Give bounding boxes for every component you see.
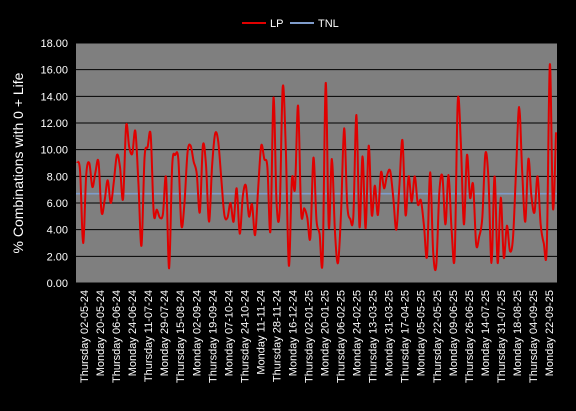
legend-label-lp: LP (270, 18, 283, 30)
x-tick-label: Monday 31-03-25 (384, 290, 396, 376)
x-tick-label: Monday 07-10-24 (223, 290, 235, 376)
y-axis-label: % Combinations with 0 + Life (10, 72, 26, 253)
y-tick-label: 10.00 (40, 145, 68, 157)
gridlines (76, 42, 557, 284)
x-tick-label: Monday 29-07-24 (159, 290, 171, 376)
legend-label-tnl: TNL (318, 18, 339, 30)
y-tick-label: 12.00 (40, 118, 68, 130)
y-tick-label: 18.00 (40, 38, 68, 50)
x-tick-label: Thursday 19-09-24 (207, 290, 219, 383)
x-tick-label: Thursday 28-11-24 (271, 290, 283, 382)
x-tick-label: Thursday 26-06-25 (464, 290, 476, 383)
x-tick-label: Thursday 22-05-25 (432, 290, 444, 383)
x-tick-label: Thursday 06-06-24 (111, 290, 123, 383)
y-tick-label: 6.00 (47, 198, 68, 210)
x-tick-label: Monday 14-07-25 (480, 290, 492, 376)
y-tick-label: 2.00 (47, 251, 68, 263)
y-tick-label: 14.00 (40, 91, 68, 103)
x-tick-label: Monday 22-09-25 (544, 290, 556, 376)
x-tick-label: Thursday 11-07-24 (143, 290, 155, 382)
x-tick-label: Monday 09-06-25 (448, 290, 460, 376)
x-tick-label: Thursday 02-01-25 (303, 290, 315, 383)
x-tick-label: Monday 05-05-25 (416, 290, 428, 376)
y-tick-label: 16.00 (40, 65, 68, 77)
x-axis: Thursday 02-05-24 Monday 20-05-24 Thursday… (79, 290, 556, 383)
x-tick-label: Monday 02-09-24 (191, 290, 203, 376)
x-tick-label: Thursday 04-09-25 (528, 290, 540, 383)
x-tick-label: Monday 11-11-24 (255, 290, 267, 375)
y-tick-label: 8.00 (47, 171, 68, 183)
series-lp-line (76, 63, 557, 271)
x-tick-label: Thursday 24-10-24 (239, 290, 251, 383)
x-tick-label: Thursday 15-08-24 (175, 290, 187, 383)
y-tick-label: 0.00 (47, 278, 68, 290)
x-tick-label: Thursday 13-03-25 (368, 290, 380, 383)
y-axis: 0.00 2.00 4.00 6.00 8.00 10.00 12.00 14.00 16.00… (40, 38, 68, 290)
series-lp-group (76, 63, 557, 271)
x-tick-label: Monday 24-02-25 (352, 290, 364, 376)
x-tick-label: Thursday 31-07-25 (496, 290, 508, 383)
x-tick-label: Monday 16-12-24 (287, 290, 299, 376)
legend: LP TNL (242, 18, 339, 30)
x-tick-label: Thursday 17-04-25 (400, 290, 412, 383)
x-tick-label: Monday 20-01-25 (320, 290, 332, 376)
x-tick-label: Monday 24-06-24 (127, 290, 139, 376)
x-tick-label: Monday 20-05-24 (95, 290, 107, 376)
x-tick-label: Thursday 06-02-25 (336, 290, 348, 383)
y-tick-label: 4.00 (47, 225, 68, 237)
x-tick-label: Monday 18-08-25 (512, 290, 524, 376)
x-tick-label: Thursday 02-05-24 (79, 290, 91, 383)
